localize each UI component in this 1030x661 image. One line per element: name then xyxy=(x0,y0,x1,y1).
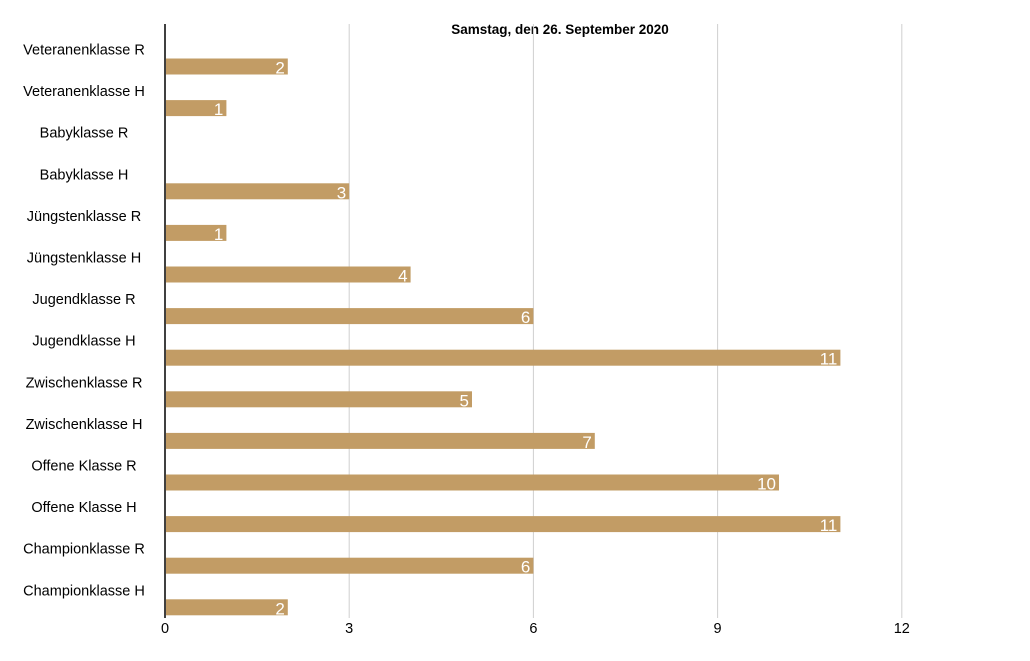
bar xyxy=(166,391,472,408)
bar-value-label: 10 xyxy=(757,475,776,494)
bar-value-label: 2 xyxy=(275,599,284,618)
category-label: Babyklasse R xyxy=(40,126,129,142)
bar xyxy=(166,100,227,117)
category-labels: Veteranenklasse R Veteranenklasse H Babykl… xyxy=(23,43,145,600)
bar-value-label: 7 xyxy=(582,433,591,452)
category-label: Jugendklasse R xyxy=(32,292,135,308)
category-label: Veteranenklasse R xyxy=(23,43,145,59)
chart-title: Samstag, den 26. September 2020 xyxy=(451,22,669,37)
bar-value-label: 6 xyxy=(521,558,530,577)
bar-value-label: 11 xyxy=(820,516,838,535)
bar-value-label: 2 xyxy=(275,59,284,78)
bar xyxy=(166,224,227,241)
category-label: Zwischenklasse H xyxy=(26,417,143,433)
bar xyxy=(166,183,350,200)
bar xyxy=(166,516,841,533)
category-label: Zwischenklasse R xyxy=(26,375,143,391)
bar-value-label: 5 xyxy=(460,391,469,410)
bar-value-label: 1 xyxy=(214,100,223,119)
bar xyxy=(166,432,595,449)
x-tick-label-3: 3 xyxy=(345,621,353,637)
category-label: Championklasse H xyxy=(23,583,145,599)
bar xyxy=(166,599,288,616)
x-tick-label-0: 0 xyxy=(161,621,169,637)
x-tick-labels: 0 3 6 9 12 xyxy=(161,621,910,637)
category-label: Jüngstenklasse H xyxy=(27,251,141,267)
category-label: Offene Klasse H xyxy=(31,500,136,516)
category-label: Offene Klasse R xyxy=(31,459,136,475)
bar xyxy=(166,266,411,283)
bar-value-label: 6 xyxy=(521,308,530,327)
bar xyxy=(166,58,288,75)
x-tick-label-6: 6 xyxy=(529,621,537,637)
category-label: Championklasse R xyxy=(23,542,145,558)
bar-value-label: 4 xyxy=(398,267,407,286)
category-label: Veteranenklasse H xyxy=(23,84,145,100)
x-tick-label-12: 12 xyxy=(894,621,910,637)
bar-value-label: 1 xyxy=(214,225,223,244)
category-label: Jugendklasse H xyxy=(32,334,135,350)
bar xyxy=(166,557,534,574)
category-label: Babyklasse H xyxy=(40,167,129,183)
bar xyxy=(166,308,534,325)
bars: 2 1 3 1 4 6 11 5 7 10 11 6 2 xyxy=(166,58,841,618)
bar-value-label: 3 xyxy=(337,183,346,202)
bar xyxy=(166,349,841,366)
bar xyxy=(166,474,779,491)
category-label: Jüngstenklasse R xyxy=(27,209,141,225)
bar-value-label: 11 xyxy=(820,350,838,369)
x-tick-label-9: 9 xyxy=(714,621,722,637)
